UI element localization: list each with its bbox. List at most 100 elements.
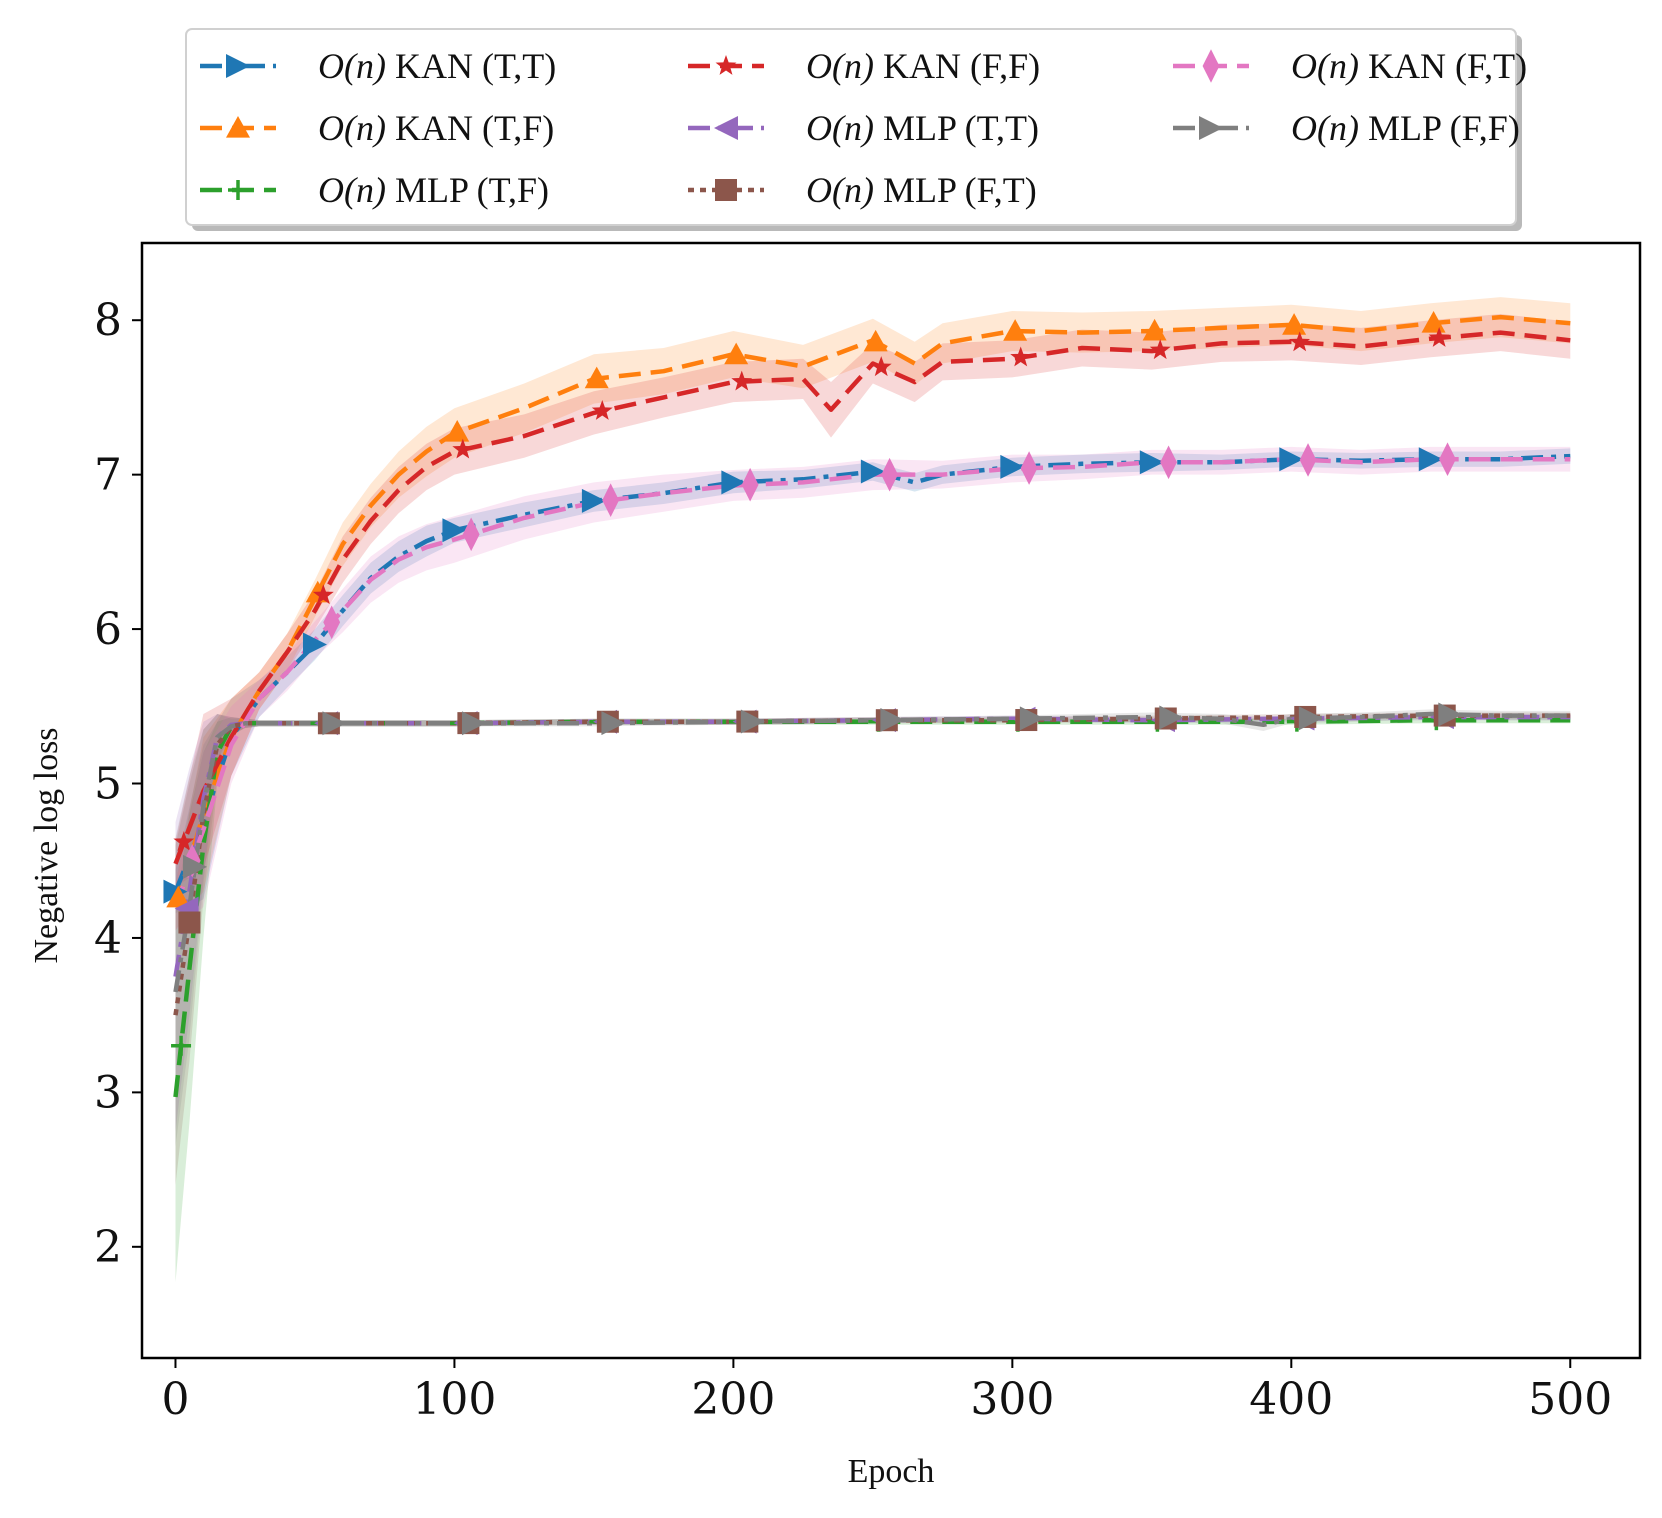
legend-swatch-marker [226,54,250,78]
legend-entry: O(n) KAN (F,T) [1173,46,1527,86]
y-axis-label: Negative log loss [28,727,65,963]
x-tick-label: 500 [1528,1374,1612,1425]
series-line-2 [173,717,1571,1098]
legend-label-text: KAN (T,F) [386,108,554,148]
series-line-0 [173,453,1571,893]
series-marker [312,584,334,605]
x-axis-label: Epoch [848,1453,935,1490]
legend-swatch-marker [226,116,250,138]
legend-label: O(n) KAN (T,T) [318,46,556,86]
series-marker [1160,445,1177,480]
series-marker [1019,706,1044,731]
confidence-bands [175,297,1571,1283]
series-marker [591,400,613,420]
legend-swatch-marker [714,116,738,140]
series-line-7 [173,711,1571,993]
series-marker [721,470,746,495]
legend-label-text: MLP (T,T) [874,108,1039,148]
y-tick-label: 4 [94,913,122,964]
y-tick-label: 7 [94,450,122,501]
series-marker [1149,339,1171,360]
x-tick-label: 200 [691,1374,775,1425]
x-tick-label: 0 [161,1374,189,1425]
series-lines [173,314,1571,1098]
series-line-5 [173,713,1571,1016]
y-tick-label: 6 [94,604,122,655]
band-7 [175,709,1571,1147]
y-tick-label: 2 [94,1222,122,1273]
legend-label-prefix: O(n) [318,46,386,86]
y-tick-label: 8 [94,295,122,346]
series-marker [1000,454,1025,479]
series-marker [1010,346,1032,367]
legend-label: O(n) KAN (F,T) [1291,46,1527,86]
series-marker [870,356,892,377]
series-marker [602,483,620,518]
series-markers [163,311,1463,1056]
band-3 [175,314,1571,887]
legend-label: O(n) KAN (F,F) [806,46,1040,86]
series-marker [881,457,899,492]
legend-label: O(n) MLP (F,F) [1291,108,1520,148]
series-line-3 [173,330,1571,865]
series-marker [183,854,208,879]
legend-label-prefix: O(n) [1291,108,1359,148]
series-marker [863,329,888,352]
legend-entry: O(n) MLP (F,T) [688,170,1037,210]
series-marker [178,911,201,934]
series-marker [323,605,341,640]
legend-label-text: KAN (F,F) [874,46,1040,86]
series-marker [1003,319,1028,341]
band-5 [175,712,1571,1185]
series-line-4 [173,714,1571,977]
band-2 [175,717,1571,1283]
legend-label: O(n) MLP (T,F) [318,170,549,210]
series-marker [860,459,885,484]
series-line-1 [173,314,1571,908]
legend-entry: O(n) KAN (T,F) [200,108,554,148]
series-marker [1279,447,1304,472]
legend-label-text: MLP (F,T) [874,170,1037,210]
legend-label-prefix: O(n) [806,170,874,210]
series-marker [302,632,327,657]
series-marker [442,518,467,543]
series-marker [880,707,905,732]
series-marker [601,711,626,736]
legend-label-prefix: O(n) [1291,46,1359,86]
legend-entry: O(n) MLP (T,T) [688,108,1039,148]
y-tick-label: 5 [94,759,122,810]
legend-label: O(n) MLP (F,T) [806,170,1037,210]
series-marker [1289,331,1311,352]
legend-swatch-marker [1202,49,1220,83]
series-marker [1428,327,1450,347]
legend-label-prefix: O(n) [318,108,386,148]
series-marker [461,711,486,736]
legend-label-text: MLP (F,F) [1359,108,1520,148]
series-marker [1299,443,1317,477]
series-marker [1438,702,1463,727]
series-marker [1421,311,1446,333]
series-marker [724,342,749,365]
series-marker [1020,451,1038,485]
legend-label: O(n) KAN (T,F) [318,108,554,148]
series-marker [166,885,191,908]
legend-swatch-marker [228,180,248,200]
x-tick-label: 100 [412,1374,496,1425]
legend-entry: O(n) KAN (F,F) [688,46,1040,86]
legend-entry: O(n) MLP (F,F) [1173,108,1520,148]
legend-label-prefix: O(n) [806,46,874,86]
series-marker [322,711,347,736]
band-1 [175,297,1571,931]
series-marker [173,831,195,851]
series-marker [1439,442,1456,477]
legend-entry: O(n) KAN (T,T) [200,46,556,86]
series-marker [445,419,470,442]
x-tick-label: 400 [1249,1374,1333,1425]
series-marker [584,366,609,389]
legend-swatch-marker [715,55,737,75]
series-marker [1298,706,1323,731]
axis-ticks: 0 100 200 300 400 500 2 3 4 5 6 7 8 [94,295,1612,1425]
series-marker [581,488,606,513]
series-marker [731,370,753,391]
